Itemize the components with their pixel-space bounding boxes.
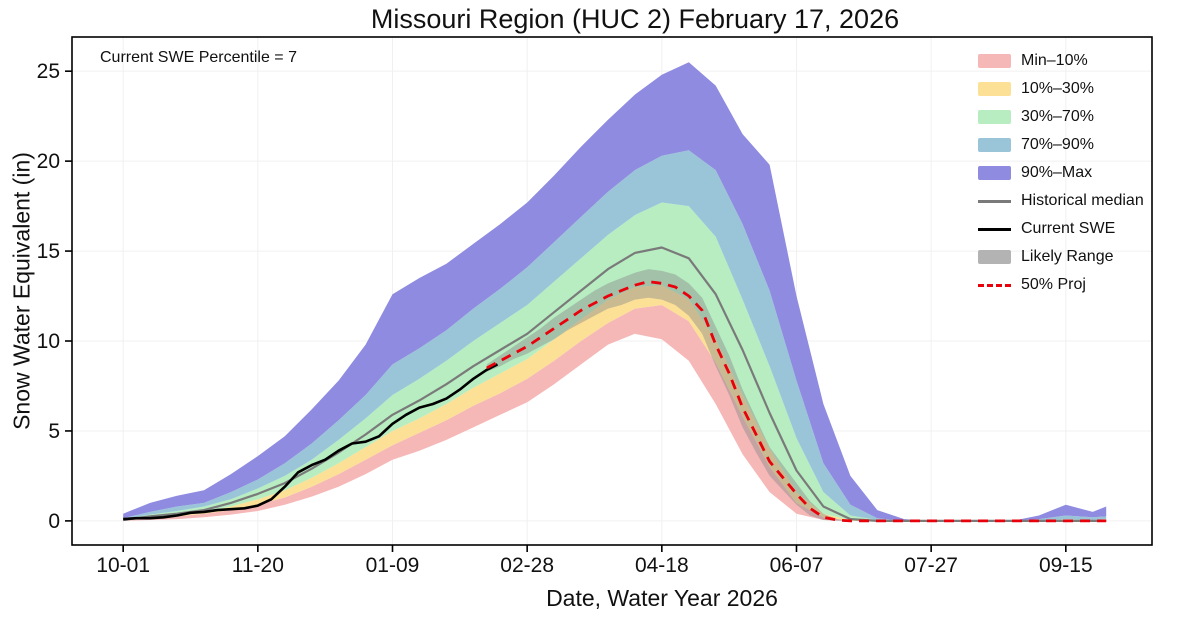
legend-item: Min–10% [978,47,1144,75]
legend-swatch-band [978,250,1011,264]
chart-legend: Min–10% 10%–30% 30%–70% 70%–90% 90%–Max Histo… [978,47,1144,299]
legend-label: Likely Range [1021,248,1114,265]
legend-label: Current SWE [1021,220,1116,237]
line-current-swe [123,363,499,521]
x-axis-label: Date, Water Year 2026 [546,585,778,611]
legend-swatch-line [978,199,1011,203]
x-tick-label: 06-07 [770,554,824,577]
legend-swatch-band [978,110,1011,124]
x-tick-label: 09-15 [1039,554,1093,577]
legend-item: 10%–30% [978,75,1144,103]
legend-swatch-dashed-line [978,283,1011,287]
legend-label: 30%–70% [1021,108,1094,125]
x-tick-label: 04-18 [635,554,689,577]
y-tick-label: 25 [37,60,60,83]
current-percentile-annotation: Current SWE Percentile = 7 [100,49,297,66]
y-axis-label: Snow Water Equivalent (in) [8,152,35,430]
legend-item: 70%–90% [978,131,1144,159]
plot-frame [71,36,1153,546]
y-tick-label: 15 [37,240,60,263]
legend-item: Historical median [978,187,1144,215]
legend-label: 10%–30% [1021,80,1094,97]
x-tick-label: 10-01 [96,554,150,577]
legend-label: Min–10% [1021,52,1088,69]
legend-label: 50% Proj [1021,276,1086,293]
legend-swatch-band [978,166,1011,180]
legend-swatch-band [978,54,1011,68]
legend-swatch-band [978,82,1011,96]
band-min-p10 [123,305,1107,521]
legend-item: Current SWE [978,215,1144,243]
chart-series-group [123,62,1107,523]
band-p70-p90 [123,150,1107,521]
y-tick-label: 0 [48,510,60,533]
y-tick-label: 5 [48,420,60,443]
band-p90-max [123,62,1107,521]
legend-label: 70%–90% [1021,136,1094,153]
x-tick-label: 07-27 [904,554,958,577]
legend-swatch-line [978,227,1011,231]
legend-swatch-band [978,138,1011,152]
x-tick-label: 01-09 [366,554,420,577]
legend-item: 30%–70% [978,103,1144,131]
y-tick-label: 20 [37,150,60,173]
legend-label: 90%–Max [1021,164,1093,181]
line-50pct-projection [486,280,1107,523]
chart-title: Missouri Region (HUC 2) February 17, 202… [370,4,900,34]
y-tick-label: 10 [37,330,60,353]
legend-label: Historical median [1021,192,1144,209]
legend-item: Likely Range [978,243,1144,271]
legend-item: 90%–Max [978,159,1144,187]
legend-item: 50% Proj [978,271,1144,299]
x-tick-label: 11-20 [232,554,284,577]
x-tick-label: 02-28 [500,554,554,577]
